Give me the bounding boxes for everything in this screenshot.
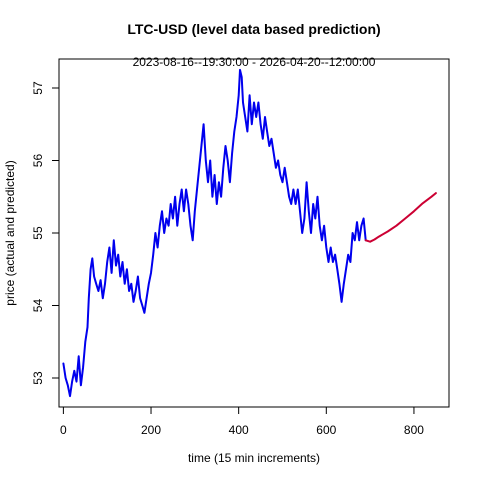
y-tick-label: 57 xyxy=(31,81,45,95)
y-tick-label: 53 xyxy=(31,371,45,385)
x-tick-label: 800 xyxy=(404,423,424,437)
chart-title: LTC-USD (level data based prediction) xyxy=(127,21,380,37)
series-line-actual xyxy=(62,68,367,398)
x-tick-label: 200 xyxy=(141,423,161,437)
y-axis-label: price (actual and predicted) xyxy=(3,160,17,305)
y-tick-label: 54 xyxy=(31,299,45,313)
x-axis-label: time (15 min increments) xyxy=(188,451,320,465)
x-tick-label: 400 xyxy=(229,423,249,437)
y-axis: 53 54 55 56 57 xyxy=(31,81,60,385)
series-layer xyxy=(62,68,437,398)
x-axis: 0 200 400 600 800 xyxy=(60,406,424,437)
x-tick-label: 600 xyxy=(316,423,336,437)
y-tick-label: 56 xyxy=(31,154,45,168)
chart-subtitle: 2023-08-16--19:30:00 - 2026-04-20--12:00… xyxy=(133,55,376,69)
y-tick-label: 55 xyxy=(31,226,45,240)
series-line-predicted xyxy=(364,192,437,243)
x-tick-label: 0 xyxy=(60,423,67,437)
